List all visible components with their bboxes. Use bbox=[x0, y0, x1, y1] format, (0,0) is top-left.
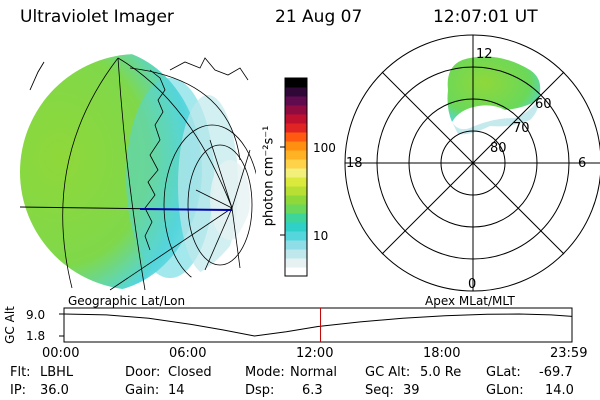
colorbar-swatch bbox=[285, 105, 307, 115]
colorbar-swatch bbox=[285, 195, 307, 205]
mlt-label-12: 12 bbox=[476, 47, 493, 62]
instrument-title: Ultraviolet Imager bbox=[20, 7, 174, 27]
timeline-y-tick-min: 1.8 bbox=[26, 329, 46, 343]
glon-label: GLon: bbox=[486, 383, 524, 398]
ip-value: 36.0 bbox=[40, 383, 69, 398]
door-value: Closed bbox=[168, 365, 212, 380]
timeline-left-title: Geographic Lat/Lon bbox=[68, 294, 186, 308]
ip-label: IP: bbox=[10, 383, 27, 398]
flt-value: LBHL bbox=[40, 365, 74, 380]
polar-plot bbox=[344, 34, 600, 292]
timeline-x-tick-0: 00:00 bbox=[42, 346, 80, 361]
timeline-y-tick-max: 9.0 bbox=[26, 308, 46, 322]
colorbar-swatch bbox=[285, 258, 307, 268]
colorbar-swatch bbox=[285, 141, 307, 151]
mlt-label-0: 0 bbox=[468, 277, 477, 292]
timeline-plot bbox=[59, 307, 573, 343]
colorbar-swatch bbox=[285, 168, 307, 178]
seq-value: 39 bbox=[403, 383, 420, 398]
timeline-x-tick-2: 12:00 bbox=[296, 346, 334, 361]
altitude-curve bbox=[63, 313, 573, 337]
geographic-image bbox=[19, 54, 256, 291]
colorbar-swatch bbox=[285, 123, 307, 133]
mode-value: Normal bbox=[290, 365, 338, 380]
timeline-right-title: Apex MLat/MLT bbox=[425, 294, 515, 308]
colorbar-unit: photon cm⁻²s⁻¹ bbox=[261, 125, 277, 227]
dsp-label: Dsp: bbox=[245, 383, 275, 398]
gcalt-value: 5.0 Re bbox=[420, 365, 462, 380]
colorbar-label-100: 100 bbox=[313, 141, 336, 155]
colorbar-swatch bbox=[285, 78, 307, 88]
colorbar-swatch bbox=[285, 267, 307, 277]
flt-label: Flt: bbox=[10, 365, 31, 380]
lat-label-80: 80 bbox=[490, 141, 507, 156]
colorbar-swatch bbox=[285, 96, 307, 106]
colorbar-swatch bbox=[285, 222, 307, 232]
door-label: Door: bbox=[125, 365, 161, 380]
glat-label: GLat: bbox=[486, 365, 521, 380]
mlt-label-18: 18 bbox=[346, 156, 363, 171]
colorbar-swatch bbox=[285, 213, 307, 223]
gain-value: 14 bbox=[168, 383, 185, 398]
timeline-x-tick-4: 23:59 bbox=[550, 346, 588, 361]
colorbar-swatch bbox=[285, 204, 307, 214]
colorbar bbox=[280, 77, 308, 277]
glon-value: 14.0 bbox=[545, 383, 574, 398]
timeline-y-axis-label: GC Alt bbox=[3, 306, 17, 344]
lat-label-60: 60 bbox=[535, 97, 552, 112]
colorbar-swatch bbox=[285, 132, 307, 142]
timeline-x-tick-1: 06:00 bbox=[169, 346, 207, 361]
mode-label: Mode: bbox=[245, 365, 285, 380]
colorbar-swatch bbox=[285, 87, 307, 97]
colorbar-swatch bbox=[285, 249, 307, 259]
colorbar-swatch bbox=[285, 240, 307, 250]
colorbar-swatch bbox=[285, 159, 307, 169]
polar-aurora bbox=[447, 56, 541, 122]
mlt-label-6: 6 bbox=[578, 156, 587, 171]
colorbar-swatch bbox=[285, 186, 307, 196]
meridian bbox=[62, 57, 119, 289]
gain-label: Gain: bbox=[125, 383, 160, 398]
colorbar-swatch bbox=[285, 177, 307, 187]
colorbar-swatch bbox=[285, 231, 307, 241]
colorbar-swatch bbox=[285, 150, 307, 160]
colorbar-label-10: 10 bbox=[313, 229, 329, 243]
timeline-x-tick-3: 18:00 bbox=[423, 346, 461, 361]
dsp-value: 6.3 bbox=[302, 383, 323, 398]
date-label: 21 Aug 07 bbox=[275, 7, 363, 27]
colorbar-swatch bbox=[285, 114, 307, 124]
time-label: 12:07:01 UT bbox=[433, 7, 538, 27]
seq-label: Seq: bbox=[365, 383, 394, 398]
gcalt-label: GC Alt: bbox=[365, 365, 411, 380]
lat-label-70: 70 bbox=[513, 121, 530, 136]
glat-value: -69.7 bbox=[539, 365, 573, 380]
